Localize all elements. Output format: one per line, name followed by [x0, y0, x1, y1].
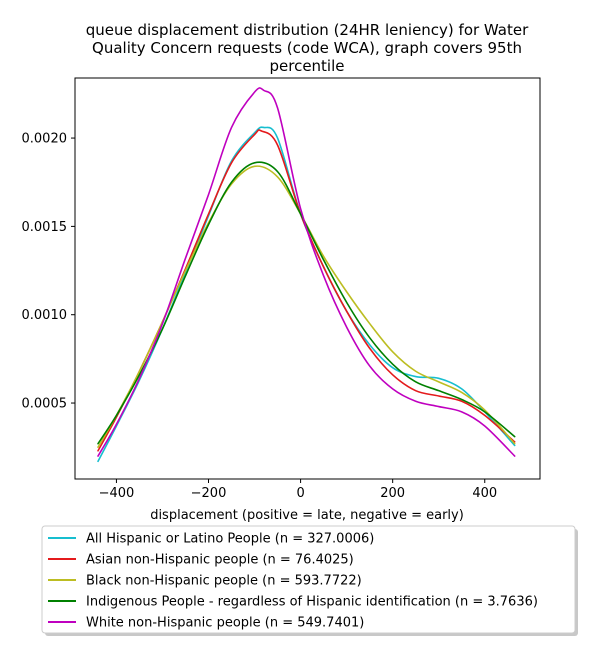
x-axis-ticks: −400 −200 0 200 400 — [99, 479, 497, 501]
title-line-2: Quality Concern requests (code WCA), gra… — [92, 39, 522, 57]
legend-label: Asian non-Hispanic people (n = 76.4025) — [86, 553, 354, 568]
legend-label: Black non-Hispanic people (n = 593.7722) — [86, 574, 362, 589]
y-tick-label: 0.0010 — [22, 308, 68, 323]
legend-box — [41, 525, 576, 634]
legend-label: All Hispanic or Latino People (n = 327.0… — [86, 532, 374, 547]
legend-label: Indigenous People - regardless of Hispan… — [86, 595, 538, 610]
y-tick-label: 0.0015 — [22, 220, 68, 235]
title-line-1: queue displacement distribution (24HR le… — [86, 21, 529, 39]
series-line-1 — [97, 126, 516, 463]
series-line-4 — [97, 161, 516, 445]
legend-label: White non-Hispanic people (n = 549.7401) — [86, 616, 364, 631]
y-axis-ticks: 0.0005 0.0010 0.0015 0.0020 — [22, 132, 75, 412]
title-line-3: percentile — [269, 57, 344, 75]
x-tick-label: 200 — [380, 486, 405, 501]
x-tick-label: 400 — [472, 486, 497, 501]
x-axis-label: displacement (positive = late, negative … — [150, 508, 464, 523]
chart-title: queue displacement distribution (24HR le… — [86, 21, 529, 75]
series-layer — [97, 87, 516, 463]
series-line-3 — [97, 165, 516, 448]
legend: All Hispanic or Latino People (n = 327.0… — [41, 525, 578, 636]
y-tick-label: 0.0020 — [22, 132, 68, 147]
series-line-2 — [97, 129, 516, 452]
x-tick-label: 0 — [296, 486, 304, 501]
series-line-5 — [97, 87, 516, 457]
x-tick-label: −200 — [191, 486, 227, 501]
y-tick-label: 0.0005 — [22, 397, 68, 412]
legend-entries: All Hispanic or Latino People (n = 327.0… — [48, 532, 538, 631]
x-tick-label: −400 — [99, 486, 135, 501]
plot-frame — [74, 77, 541, 480]
